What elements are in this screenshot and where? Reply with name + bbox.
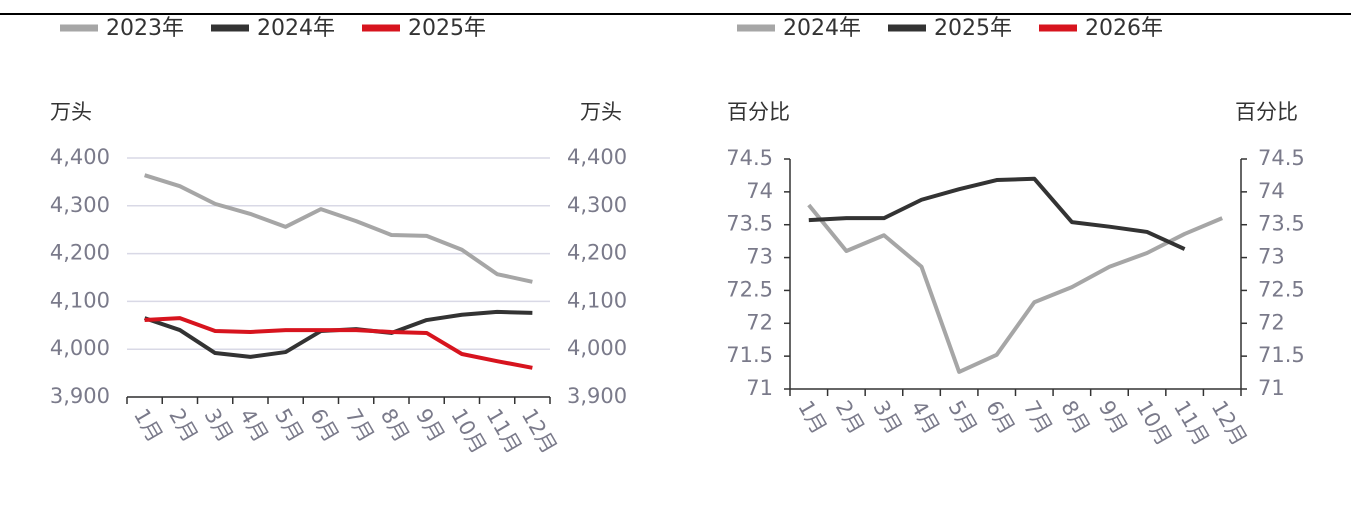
y-tick-label: 3,900 xyxy=(50,384,110,408)
x-tick-label: 9月 xyxy=(1094,397,1132,439)
x-tick-label: 3月 xyxy=(868,397,906,439)
x-tick-label: 5月 xyxy=(270,405,308,447)
legend-label: 2024年 xyxy=(257,16,335,41)
y-tick-label: 4,300 xyxy=(50,193,110,217)
x-tick-label: 2月 xyxy=(831,397,869,439)
x-tick-label: 4月 xyxy=(906,397,944,439)
y2-tick-label: 73 xyxy=(1258,245,1285,269)
x-tick-label: 8月 xyxy=(1056,397,1094,439)
series-line xyxy=(808,176,1186,251)
series-line xyxy=(144,316,533,370)
y-tick-label: 4,100 xyxy=(50,288,110,312)
y-tick-label: 4,200 xyxy=(50,241,110,265)
y2-tick-label: 73.5 xyxy=(1258,212,1305,236)
y-axis-unit: 百分比 xyxy=(727,100,790,124)
x-tick-label: 10月 xyxy=(446,405,491,458)
x-tick-label: 10月 xyxy=(1132,397,1177,450)
y2-tick-label: 4,200 xyxy=(567,241,627,265)
y2-axis-unit: 百分比 xyxy=(1235,100,1298,124)
x-tick-label: 1月 xyxy=(129,405,167,447)
x-tick-label: 7月 xyxy=(1019,397,1057,439)
y-tick-label: 4,000 xyxy=(50,336,110,360)
x-tick-label: 7月 xyxy=(341,405,379,447)
legend-label: 2025年 xyxy=(408,16,486,41)
y2-tick-label: 4,400 xyxy=(567,145,627,169)
y2-tick-label: 71.5 xyxy=(1258,343,1305,367)
y-tick-label: 71.5 xyxy=(726,343,773,367)
y2-tick-label: 4,100 xyxy=(567,288,627,312)
y-tick-label: 73.5 xyxy=(726,212,773,236)
x-tick-label: 1月 xyxy=(793,397,831,439)
y2-tick-label: 4,000 xyxy=(567,336,627,360)
y2-tick-label: 74 xyxy=(1258,179,1285,203)
x-tick-label: 11月 xyxy=(1169,397,1214,450)
y-tick-label: 72.5 xyxy=(726,277,773,301)
y-tick-label: 73 xyxy=(746,245,773,269)
legend-label: 2024年 xyxy=(783,16,861,41)
y2-tick-label: 72 xyxy=(1258,310,1285,334)
legend-label: 2026年 xyxy=(1085,16,1163,41)
series-line xyxy=(143,309,533,359)
x-tick-label: 12月 xyxy=(517,405,562,458)
y2-tick-label: 4,300 xyxy=(567,193,627,217)
x-tick-label: 2月 xyxy=(164,405,202,447)
legend-label: 2025年 xyxy=(934,16,1012,41)
y2-tick-label: 71 xyxy=(1258,376,1285,400)
x-tick-label: 3月 xyxy=(200,405,238,447)
x-tick-label: 11月 xyxy=(482,405,527,458)
y2-tick-label: 3,900 xyxy=(567,384,627,408)
y-axis-unit: 万头 xyxy=(50,100,92,124)
x-tick-label: 9月 xyxy=(411,405,449,447)
y2-tick-label: 74.5 xyxy=(1258,146,1305,170)
y-tick-label: 4,400 xyxy=(50,145,110,169)
x-tick-label: 6月 xyxy=(305,405,343,447)
x-tick-label: 12月 xyxy=(1207,397,1252,450)
series-line xyxy=(144,173,533,284)
x-tick-label: 8月 xyxy=(376,405,414,447)
legend-label: 2023年 xyxy=(106,16,184,41)
x-tick-label: 6月 xyxy=(981,397,1019,439)
y2-axis-unit: 万头 xyxy=(580,100,622,124)
y2-tick-label: 72.5 xyxy=(1258,277,1305,301)
y-tick-label: 74 xyxy=(746,179,773,203)
y-tick-label: 71 xyxy=(746,376,773,400)
y-tick-label: 74.5 xyxy=(726,146,773,170)
series-line xyxy=(807,203,1223,374)
x-tick-label: 4月 xyxy=(235,405,273,447)
x-tick-label: 5月 xyxy=(944,397,982,439)
y-tick-label: 72 xyxy=(746,310,773,334)
